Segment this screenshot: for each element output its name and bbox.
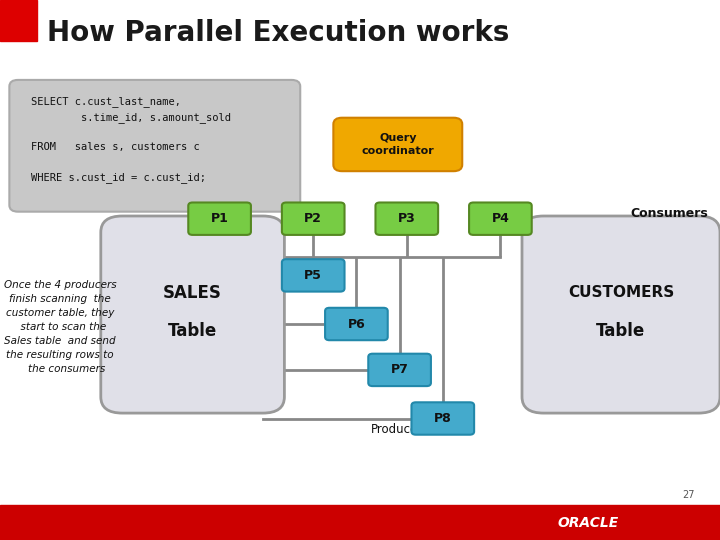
Text: Table: Table bbox=[596, 322, 646, 340]
FancyBboxPatch shape bbox=[369, 354, 431, 386]
FancyBboxPatch shape bbox=[282, 202, 345, 235]
Text: P8: P8 bbox=[434, 412, 451, 425]
FancyBboxPatch shape bbox=[412, 402, 474, 435]
Text: P4: P4 bbox=[492, 212, 509, 225]
Text: P6: P6 bbox=[348, 318, 365, 330]
Bar bbox=[0, 0, 37, 40]
Text: P1: P1 bbox=[211, 212, 228, 225]
FancyBboxPatch shape bbox=[9, 80, 300, 212]
Text: How Parallel Execution works: How Parallel Execution works bbox=[47, 19, 509, 47]
Text: Once the 4 producers
finish scanning  the
customer table, they
  start to scan t: Once the 4 producers finish scanning the… bbox=[4, 280, 116, 374]
FancyBboxPatch shape bbox=[101, 216, 284, 413]
FancyBboxPatch shape bbox=[376, 202, 438, 235]
Text: Producers: Producers bbox=[370, 423, 429, 436]
Text: P7: P7 bbox=[391, 363, 408, 376]
FancyBboxPatch shape bbox=[522, 216, 720, 413]
Text: CUSTOMERS: CUSTOMERS bbox=[568, 286, 674, 300]
FancyBboxPatch shape bbox=[469, 202, 531, 235]
FancyBboxPatch shape bbox=[333, 118, 462, 171]
Bar bbox=[0, 505, 720, 540]
FancyBboxPatch shape bbox=[282, 259, 345, 292]
Text: SALES: SALES bbox=[163, 284, 222, 302]
Text: SELECT c.cust_last_name,
        s.time_id, s.amount_sold

FROM   sales s, custo: SELECT c.cust_last_name, s.time_id, s.am… bbox=[31, 96, 231, 183]
FancyBboxPatch shape bbox=[189, 202, 251, 235]
Text: P2: P2 bbox=[305, 212, 322, 225]
Text: Query
coordinator: Query coordinator bbox=[361, 133, 434, 156]
Text: P5: P5 bbox=[305, 269, 322, 282]
Text: ORACLE: ORACLE bbox=[558, 516, 619, 530]
Text: 27: 27 bbox=[683, 489, 695, 500]
FancyBboxPatch shape bbox=[325, 308, 387, 340]
Text: Table: Table bbox=[168, 322, 217, 340]
Text: P3: P3 bbox=[398, 212, 415, 225]
Text: Consumers: Consumers bbox=[630, 207, 708, 220]
